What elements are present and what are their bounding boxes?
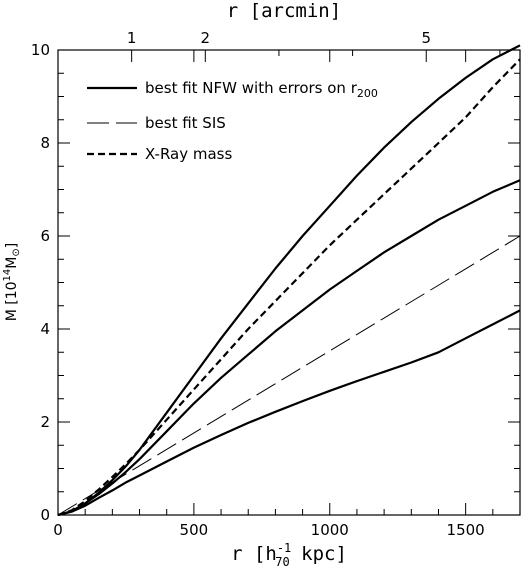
series-line-longdash-3 [57,235,521,516]
legend: best fit NFW with errors on r200 best fit… [87,79,378,163]
x2-tick-label: 1 [127,29,137,47]
plot-frame [57,49,521,516]
data-series [57,44,521,517]
y-tick-label: 8 [40,134,50,152]
axis-ticks [57,49,520,516]
legend-label: best fit SIS [145,114,226,132]
x-tick-label: 500 [180,521,209,539]
y-axis-label: M [1014M⊙] [2,243,22,322]
x2-tick-label: 2 [201,29,211,47]
legend-label: best fit NFW with errors on r200 [145,79,378,100]
x-tick-label: 1000 [311,521,349,539]
y-tick-label: 4 [40,320,50,338]
y-tick-label: 6 [40,227,50,245]
x-axis-label: r [h-1 70 kpc] [231,541,347,569]
x2-tick-label: 5 [421,29,431,47]
x2-axis-label: r [arcmin] [227,0,341,22]
series-line-shortdash-4 [57,58,521,517]
y-tick-label: 10 [31,41,50,59]
x-tick-label: 1500 [447,521,485,539]
legend-label: X-Ray mass [145,145,232,163]
y-tick-label: 2 [40,413,50,431]
x-tick-label: 0 [53,521,63,539]
series-line-solid-2 [57,309,521,517]
y-tick-label: 0 [40,506,50,524]
series-line-solid-1 [57,179,521,517]
series-line-solid-0 [57,44,521,517]
